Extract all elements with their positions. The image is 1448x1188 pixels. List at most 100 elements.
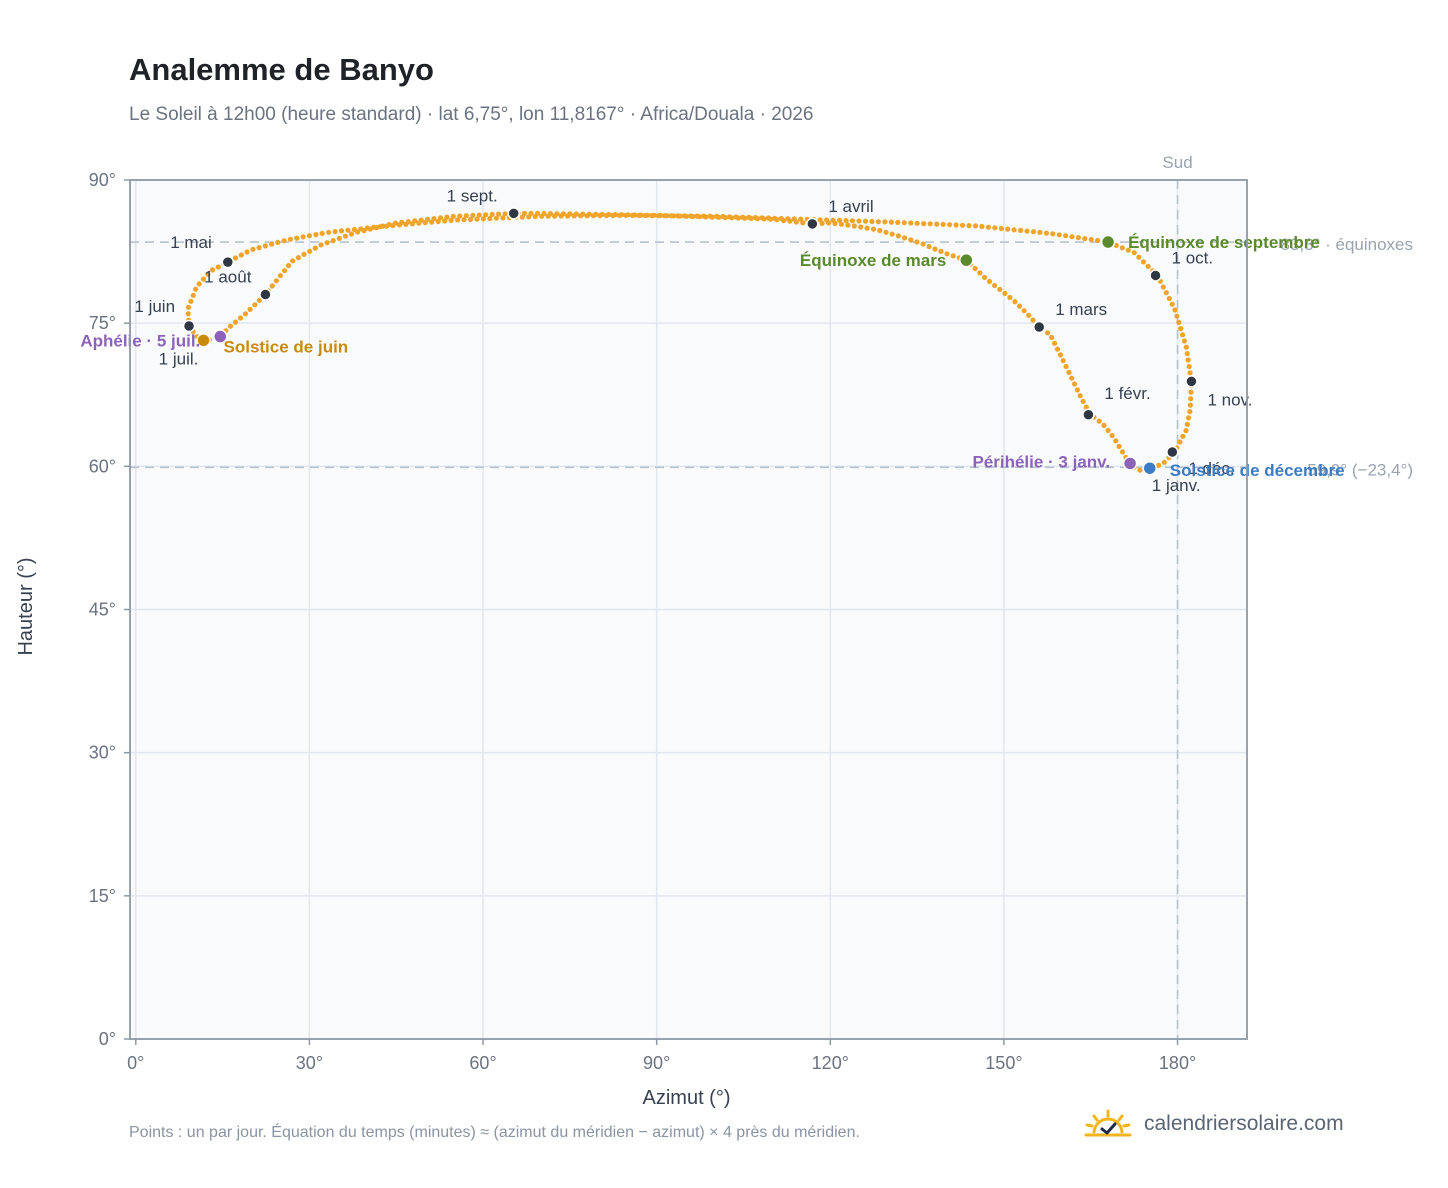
day-point — [1180, 433, 1186, 439]
day-point — [312, 245, 318, 251]
x-tick-label: 120° — [812, 1053, 849, 1073]
month-point — [1166, 445, 1179, 459]
day-point — [1156, 462, 1162, 468]
event-point — [196, 333, 211, 348]
day-point — [895, 219, 901, 225]
event-point — [959, 252, 974, 268]
day-point — [294, 235, 300, 241]
month-point — [259, 288, 272, 301]
day-point — [190, 292, 196, 298]
day-point — [403, 221, 409, 227]
day-point — [610, 212, 616, 219]
day-point — [457, 213, 463, 219]
y-tick-label: 0° — [99, 1029, 116, 1049]
day-point — [396, 222, 403, 228]
day-point — [977, 270, 983, 276]
brand[interactable]: calendriersolaire.com — [1082, 1104, 1344, 1144]
day-point — [1026, 312, 1032, 318]
day-point — [371, 224, 377, 230]
day-point — [636, 212, 642, 218]
day-point — [870, 226, 877, 232]
day-point — [1185, 357, 1191, 363]
day-point — [1178, 326, 1184, 332]
month-label: 1 juil. — [159, 349, 199, 368]
day-point — [281, 238, 287, 244]
day-point — [290, 258, 296, 264]
x-axis-title: Azimut (°) — [643, 1087, 731, 1109]
brand-name: calendriersolaire.com — [1144, 1112, 1344, 1135]
day-point — [1005, 226, 1011, 232]
y-tick-label: 45° — [89, 600, 116, 620]
day-point — [944, 251, 950, 257]
day-point — [1176, 319, 1182, 325]
day-point — [649, 213, 655, 219]
x-tick-label: 30° — [296, 1053, 323, 1073]
event-point — [1122, 456, 1138, 471]
day-point — [196, 281, 202, 287]
day-point — [739, 214, 746, 220]
day-point — [348, 231, 355, 237]
day-point — [869, 218, 875, 225]
footer-note: Points : un par jour. Équation du temps … — [129, 1124, 860, 1141]
month-point — [182, 319, 196, 333]
day-point — [496, 211, 502, 217]
day-point — [979, 223, 985, 230]
day-point — [1183, 428, 1189, 434]
day-point — [1088, 236, 1094, 243]
event-label: Équinoxe de mars — [800, 251, 946, 270]
day-point — [1136, 254, 1142, 260]
day-point — [1116, 443, 1122, 449]
axis-ticks: 0° 30° 60° 90° 120° 150° 180° 0° 15° 30° 45° 60° 75°… — [89, 170, 1196, 1073]
day-point — [232, 255, 239, 261]
day-point — [1063, 363, 1069, 370]
day-point — [332, 229, 338, 235]
day-point — [1187, 402, 1193, 408]
day-point — [1045, 330, 1051, 336]
day-point — [1057, 352, 1063, 358]
day-point — [1043, 230, 1049, 236]
sun-check-icon — [1084, 1109, 1132, 1137]
event-label: Équinoxe de septembre — [1128, 233, 1320, 252]
day-point — [830, 217, 836, 223]
day-point — [1105, 427, 1111, 434]
day-point — [778, 215, 784, 222]
day-point — [200, 276, 207, 282]
day-point — [1052, 340, 1058, 346]
day-point — [1069, 234, 1075, 240]
day-point — [908, 220, 914, 226]
day-point — [256, 297, 262, 303]
day-point — [1174, 313, 1180, 319]
day-point — [336, 235, 342, 241]
month-label: 1 avril — [828, 197, 873, 216]
day-point — [934, 221, 940, 227]
day-point — [1021, 308, 1027, 314]
day-point — [817, 217, 823, 223]
day-point — [765, 215, 772, 221]
day-point — [986, 278, 993, 285]
day-point — [188, 298, 194, 304]
day-point — [470, 212, 476, 218]
month-label: 1 janv. — [1152, 476, 1201, 495]
day-point — [623, 212, 629, 218]
day-point — [1030, 229, 1037, 235]
day-point — [1083, 404, 1089, 410]
day-point — [694, 213, 700, 219]
day-point — [858, 224, 864, 230]
day-point — [461, 217, 467, 223]
day-point — [444, 214, 450, 220]
event-label: Solstice de décembre — [1170, 461, 1345, 480]
day-point — [1082, 236, 1088, 242]
event-label: Solstice de juin — [224, 337, 349, 356]
day-point — [902, 235, 908, 241]
day-point — [519, 214, 525, 220]
day-point — [837, 217, 843, 223]
day-point — [1179, 332, 1186, 338]
daily-points — [185, 210, 1194, 473]
day-point — [364, 225, 370, 231]
day-point — [1016, 303, 1023, 309]
day-point — [914, 239, 920, 245]
day-point — [681, 213, 687, 219]
day-point — [1095, 237, 1101, 244]
day-point — [1012, 299, 1018, 305]
day-point — [295, 255, 301, 261]
